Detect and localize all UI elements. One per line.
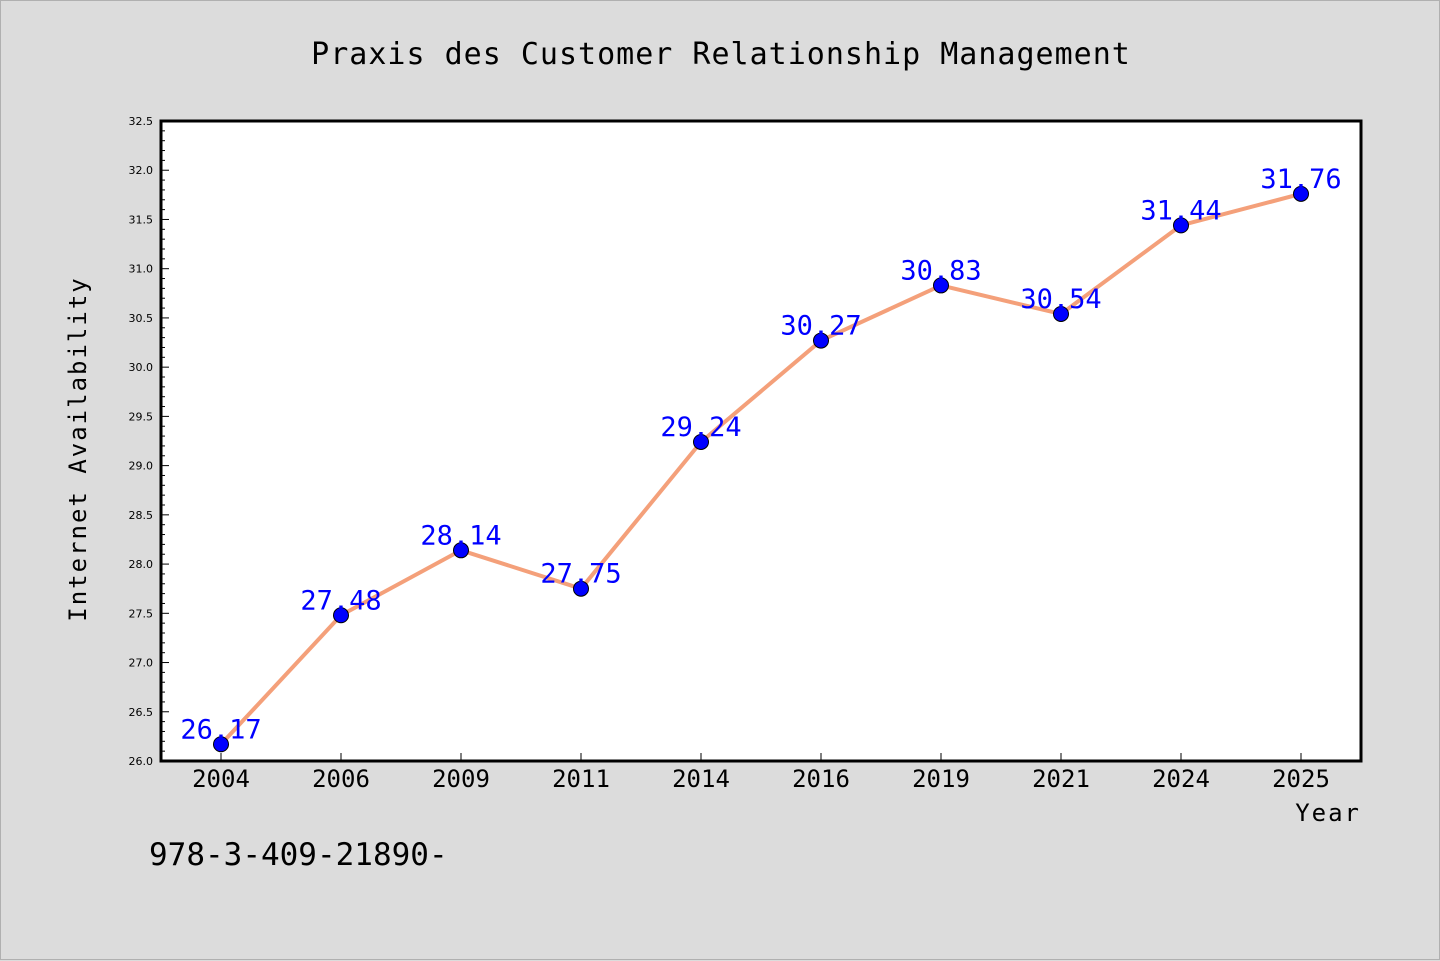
x-axis-label: Year [1295, 799, 1361, 827]
y-axis-label: Internet Availability [64, 276, 92, 621]
data-point-label: 28.14 [420, 520, 501, 551]
x-tick-label: 2014 [672, 765, 730, 793]
y-tick-label: 31.0 [129, 263, 154, 276]
x-tick-label: 2024 [1152, 765, 1210, 793]
data-label-group: 26.17 27.48 28.14 27.75 29.24 30.27 30.83 30.54… [180, 164, 1341, 745]
chart-title: Praxis des Customer Relationship Managem… [311, 37, 1131, 72]
x-axis-ticks: 2004 2006 2009 2011 2014 2016 2019 2021 2024 2025 [192, 753, 1330, 793]
y-tick-label: 28.5 [129, 509, 154, 522]
footer-isbn-text: 978-3-409-21890- [149, 837, 448, 873]
marker-group [213, 185, 1309, 753]
data-point-marker [1053, 305, 1069, 322]
data-point-label: 27.75 [540, 559, 621, 590]
data-point-label: 26.17 [180, 714, 261, 745]
series-line-group [219, 191, 1302, 746]
y-tick-label: 32.0 [129, 164, 154, 177]
plot-area [159, 119, 1363, 763]
x-tick-label: 2016 [792, 765, 850, 793]
data-point-marker [453, 542, 469, 559]
y-tick-label: 27.5 [129, 607, 154, 620]
y-tick-label: 28.0 [129, 558, 154, 571]
x-tick-label: 2019 [912, 765, 970, 793]
data-point-marker [573, 580, 589, 597]
y-tick-label: 29.0 [129, 460, 154, 473]
data-point-marker [1173, 217, 1189, 234]
data-point-marker [333, 607, 349, 624]
x-tick-label: 2004 [192, 765, 250, 793]
data-point-label: 31.44 [1140, 195, 1221, 226]
y-axis-ticks: 26.0 26.5 27.0 27.5 28.0 28.5 29.0 29.5 30.0 30.5… [129, 115, 169, 768]
y-tick-label: 30.0 [129, 361, 154, 374]
data-point-label: 29.24 [660, 412, 741, 443]
x-tick-label: 2025 [1272, 765, 1330, 793]
y-tick-label: 31.5 [129, 213, 154, 226]
data-point-marker [1293, 185, 1309, 202]
x-tick-label: 2009 [432, 765, 490, 793]
data-point-label: 30.54 [1020, 284, 1101, 315]
y-tick-label: 26.0 [129, 755, 154, 768]
data-point-marker [933, 277, 949, 294]
data-point-marker [813, 332, 829, 349]
y-tick-label: 26.5 [129, 706, 154, 719]
data-point-label: 27.48 [300, 585, 381, 616]
x-tick-label: 2011 [552, 765, 610, 793]
y-tick-label: 30.5 [129, 312, 154, 325]
data-point-marker [213, 736, 229, 753]
y-tick-label: 29.5 [129, 410, 154, 423]
data-point-label: 30.83 [900, 255, 981, 286]
data-point-label: 31.76 [1260, 164, 1341, 195]
x-tick-label: 2021 [1032, 765, 1090, 793]
data-point-marker [693, 433, 709, 450]
x-tick-label: 2006 [312, 765, 370, 793]
y-tick-label: 32.5 [129, 115, 154, 128]
data-point-label: 30.27 [780, 311, 861, 342]
series-line [219, 191, 1302, 746]
y-tick-label: 27.0 [129, 657, 154, 670]
